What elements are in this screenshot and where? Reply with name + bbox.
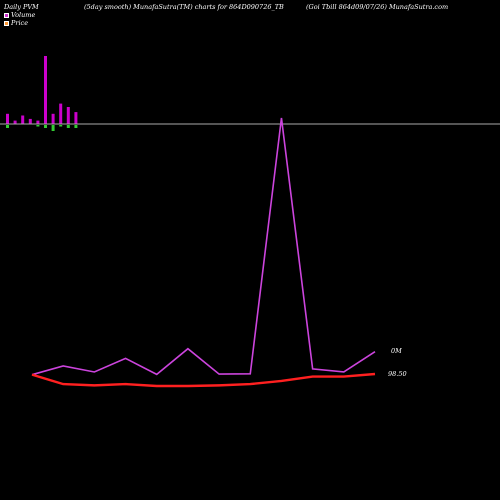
legend-volume-label: Volume (11, 11, 36, 19)
volume-bar-up (13, 120, 17, 124)
volume-bar-down (51, 125, 55, 131)
legend-volume: Volume (4, 11, 35, 19)
volume-bar-down (36, 125, 40, 127)
volume-bar-up (59, 103, 63, 124)
volume-bar-up (36, 120, 40, 124)
chart-title-center: (5day smooth) MunafaSutra(TM) charts for… (84, 3, 284, 11)
volume-bar-up (66, 107, 70, 124)
volume-bar-up (21, 115, 25, 124)
volume-bar-down (66, 125, 70, 128)
volume-bar-down (74, 125, 78, 128)
price-last-label: 98.50 (388, 370, 407, 378)
volume-bar-up (44, 56, 47, 124)
volume-bar-up (6, 113, 9, 124)
price-series-line (31, 372, 376, 388)
legend-price-swatch (4, 20, 9, 26)
volume-bar-up (51, 113, 55, 124)
volume-bar-down (6, 125, 9, 128)
volume-last-label: 0M (391, 347, 402, 355)
legend-price: Price (4, 19, 28, 27)
volume-bar-up (74, 112, 78, 124)
chart-title-left: Daily PVM (4, 3, 39, 11)
legend-price-label: Price (11, 19, 29, 27)
volume-bar-up (28, 118, 32, 124)
volume-bars (6, 56, 78, 131)
volume-bar-down (44, 125, 47, 128)
chart-title-right: (Goi Tbill 864d09/07/26) MunafaSutra.com (306, 3, 449, 11)
volume-bar-down (59, 125, 63, 127)
volume-series-line (31, 117, 376, 376)
legend-volume-swatch (4, 12, 9, 18)
